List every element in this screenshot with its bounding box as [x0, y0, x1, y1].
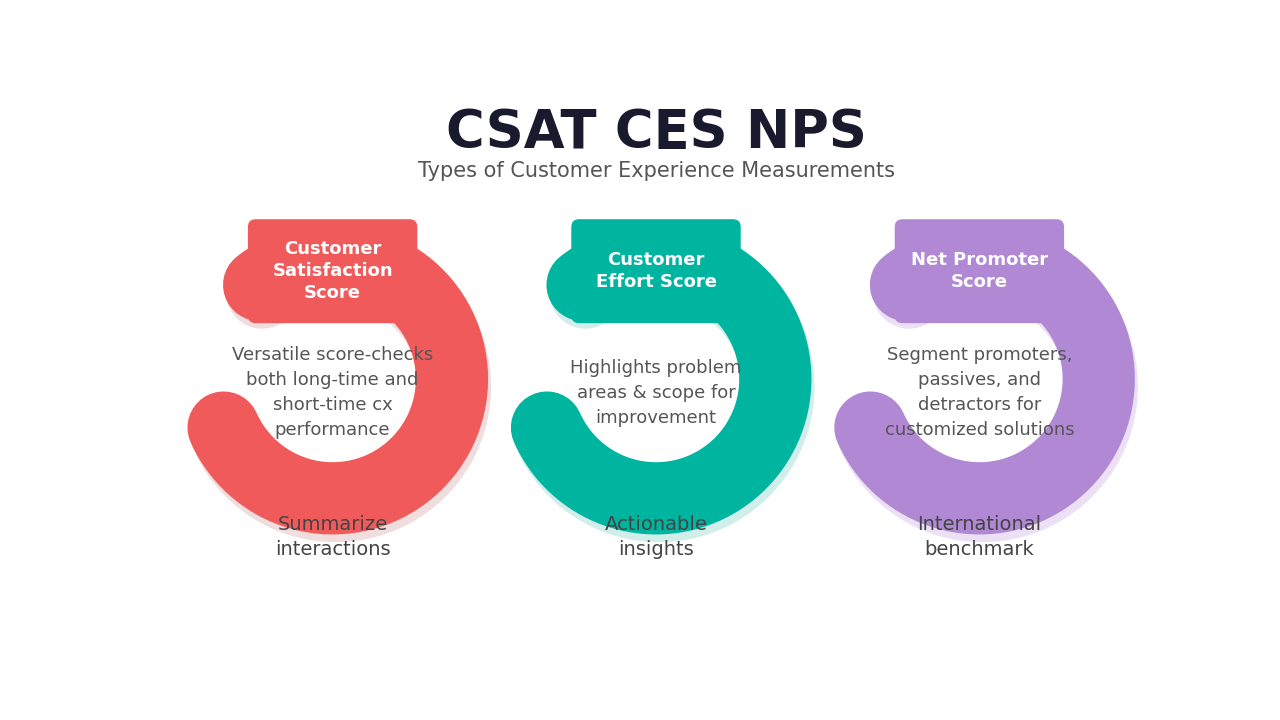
Text: Customer
Effort Score: Customer Effort Score — [595, 251, 717, 292]
Text: Net Promoter
Score: Net Promoter Score — [911, 251, 1048, 292]
Text: Summarize
interactions: Summarize interactions — [275, 515, 390, 559]
FancyBboxPatch shape — [571, 219, 741, 323]
Text: Segment promoters,
passives, and
detractors for
customized solutions: Segment promoters, passives, and detract… — [884, 346, 1074, 439]
Text: Customer
Satisfaction
Score: Customer Satisfaction Score — [273, 240, 393, 302]
Text: Highlights problem
areas & scope for
improvement: Highlights problem areas & scope for imp… — [571, 359, 741, 427]
Text: Versatile score-checks
both long-time and
short-time cx
performance: Versatile score-checks both long-time an… — [232, 346, 433, 439]
Text: Types of Customer Experience Measurements: Types of Customer Experience Measurement… — [417, 161, 895, 181]
FancyBboxPatch shape — [248, 219, 417, 323]
Text: CSAT CES NPS: CSAT CES NPS — [445, 107, 867, 158]
FancyBboxPatch shape — [895, 219, 1064, 323]
Text: Actionable
insights: Actionable insights — [604, 515, 708, 559]
Text: International
benchmark: International benchmark — [918, 515, 1042, 559]
